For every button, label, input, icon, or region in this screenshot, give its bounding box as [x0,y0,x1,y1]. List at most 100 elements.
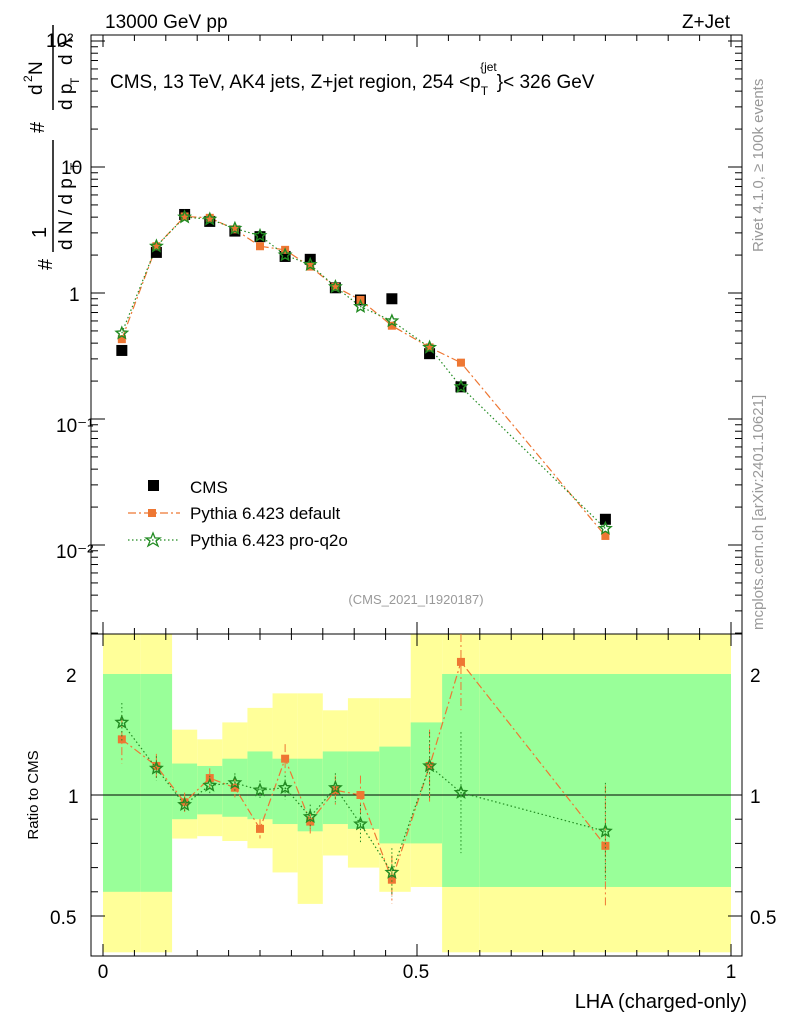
main-plot-marks [114,208,613,540]
y-tick-label-ratio-2-right: 2 [750,666,761,687]
proq2o-point-0 [114,325,130,340]
ratio-proq2o-point-9 [353,816,368,831]
main-panel-frame [90,34,743,635]
svg-text:T: T [68,77,82,85]
ratio-default-point-12 [456,657,465,666]
y-tick-label-ratio-0-left: 0.5 [50,908,76,929]
y-tick-label-main-1: 10⁻¹ [56,416,94,437]
legend-label-default: Pythia 6.423 default [190,504,341,523]
cms-point-13 [599,513,611,525]
y-tick-label-main-4: 10² [46,31,73,52]
ratio-default-point-13 [601,841,610,850]
ratio-proq2o-point-11 [422,758,438,773]
header-left: 13000 GeV pp [105,12,228,33]
legend-label-cms: CMS [190,478,228,497]
svg-text:2: 2 [21,75,35,82]
ratio-proq2o-point-0 [114,714,130,729]
default-point-0 [117,335,126,344]
band-green-9 [347,751,380,829]
ratio-proq2o-point-2 [177,796,193,811]
ratio-line-1 [121,722,606,874]
svg-text:d p: d p [56,84,77,110]
default-point-13 [601,531,610,540]
svg-text:d: d [26,84,47,95]
x-tick-label-1: 0.5 [403,962,429,983]
cms-point-12 [455,381,467,393]
proq2o-point-9 [353,298,368,314]
ratio-proq2o-point-5 [252,782,268,797]
y-axis-label-main: # 1 d N / d p T # d 2 N d p T d λ [21,25,82,270]
ratio-plot-marks [114,634,613,907]
proq2o-point-7 [302,256,318,272]
default-point-5 [256,242,264,251]
cms-point-1 [150,246,162,258]
y-tick-label-main-3: 10 [61,158,82,179]
default-point-12 [456,358,465,367]
default-point-3 [205,213,214,222]
y-axis-label-ratio: Ratio to CMS [25,750,42,839]
proq2o-point-1 [148,238,164,253]
x-tick-label-0: 0 [98,962,109,983]
y-axis-label-text: # [35,258,57,270]
ratio-proq2o-point-1 [148,760,164,775]
band-green-6 [272,758,298,825]
default-point-1 [152,242,161,251]
cms-point-6 [279,250,291,262]
ratio-proq2o-point-6 [277,779,293,795]
cms-point-11 [424,348,436,360]
ratio-default-point-5 [256,824,264,833]
header-right: Z+Jet [682,12,731,33]
ratio-proq2o-point-8 [327,779,343,795]
default-point-4 [230,225,239,234]
svg-text:λ: λ [56,38,77,48]
band-green-1 [140,674,173,892]
ratio-proq2o-point-3 [202,777,218,792]
axis-ticks [91,35,742,956]
analysis-id: (CMS_2021_I1920187) [348,592,483,607]
svg-text:#: # [27,121,49,133]
ratio-proq2o-point-10 [384,864,400,879]
proq2o-point-5 [252,227,268,242]
ratio-default-point-1 [152,761,161,770]
svg-text:T: T [68,162,82,170]
x-axis-label: LHA (charged-only) [575,991,747,1013]
ratio-proq2o-point-7 [302,808,318,824]
proq2o-point-4 [227,220,243,235]
proq2o-point-2 [177,209,193,224]
proq2o-point-3 [202,211,218,226]
svg-text:N: N [26,61,47,75]
ratio-proq2o-point-4 [227,775,243,790]
cms-point-10 [386,293,398,305]
default-point-2 [180,212,189,221]
ratio-proq2o-point-13 [597,823,613,838]
chart-title: CMS, 13 TeV, AK4 jets, Z+jet region, 254… [110,60,595,98]
ratio-default-point-9 [356,791,365,799]
proq2o-point-13 [597,520,613,535]
svg-text:d: d [56,54,77,65]
y-tick-label-ratio-1-left: 1 [68,787,79,808]
y-tick-label-ratio-2-left: 2 [66,666,77,687]
y-axis-label-frac1-num: 1 [29,227,51,238]
mcplots-label: mcplots.cern.ch [arXiv:2401.10621] [750,395,767,630]
y-tick-label-ratio-0-right: 0.5 [750,908,776,929]
legend-marker-default [148,509,156,517]
default-point-11 [425,343,434,352]
rivet-label: Rivet 4.1.0, ≥ 100k events [750,79,767,252]
main-line-2 [121,216,606,530]
default-point-10 [387,321,396,330]
proq2o-point-8 [327,278,343,294]
ratio-proq2o-point-12 [453,784,469,799]
y-tick-label-ratio-1-right: 1 [750,787,761,808]
proq2o-point-11 [422,339,438,354]
band-green-0 [103,674,141,892]
proq2o-point-10 [384,313,400,328]
ratio-default-point-6 [281,754,290,763]
y-tick-label-main-2: 1 [69,285,80,306]
legend-marker-proq2o [144,531,162,548]
ratio-default-point-10 [387,875,396,884]
default-point-8 [331,282,340,291]
y-tick-label-main-0: 10⁻² [56,542,94,563]
ratio-line-0 [121,660,606,882]
proq2o-point-12 [453,378,469,394]
